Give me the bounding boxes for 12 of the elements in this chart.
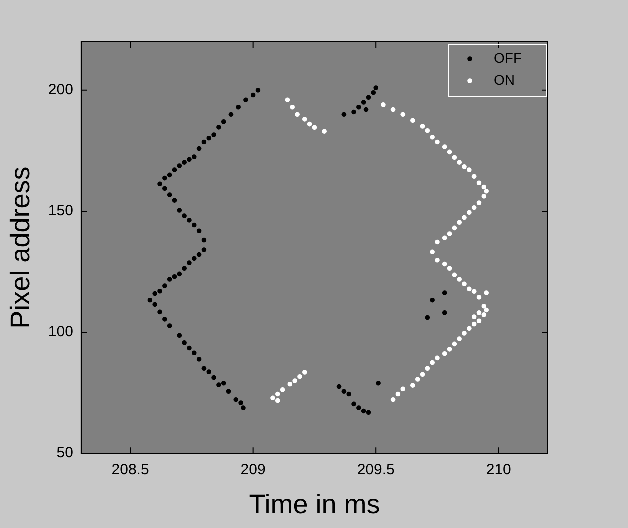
y-tick-label: 50 [56,444,74,462]
x-tick-label: 208.5 [112,462,150,479]
y-tick-label: 150 [48,202,74,220]
y-tick-label: 200 [48,82,74,99]
y-tick-label: 100 [48,324,74,341]
x-tick-label: 209.5 [357,462,395,479]
x-axis-title: Time in ms [249,489,380,520]
y-axis-title: Pixel address [6,166,36,329]
legend-label: OFF [494,50,522,66]
x-tick-label: 210 [486,462,512,479]
x-tick-label: 209 [240,462,266,479]
legend-label: ON [494,72,516,88]
